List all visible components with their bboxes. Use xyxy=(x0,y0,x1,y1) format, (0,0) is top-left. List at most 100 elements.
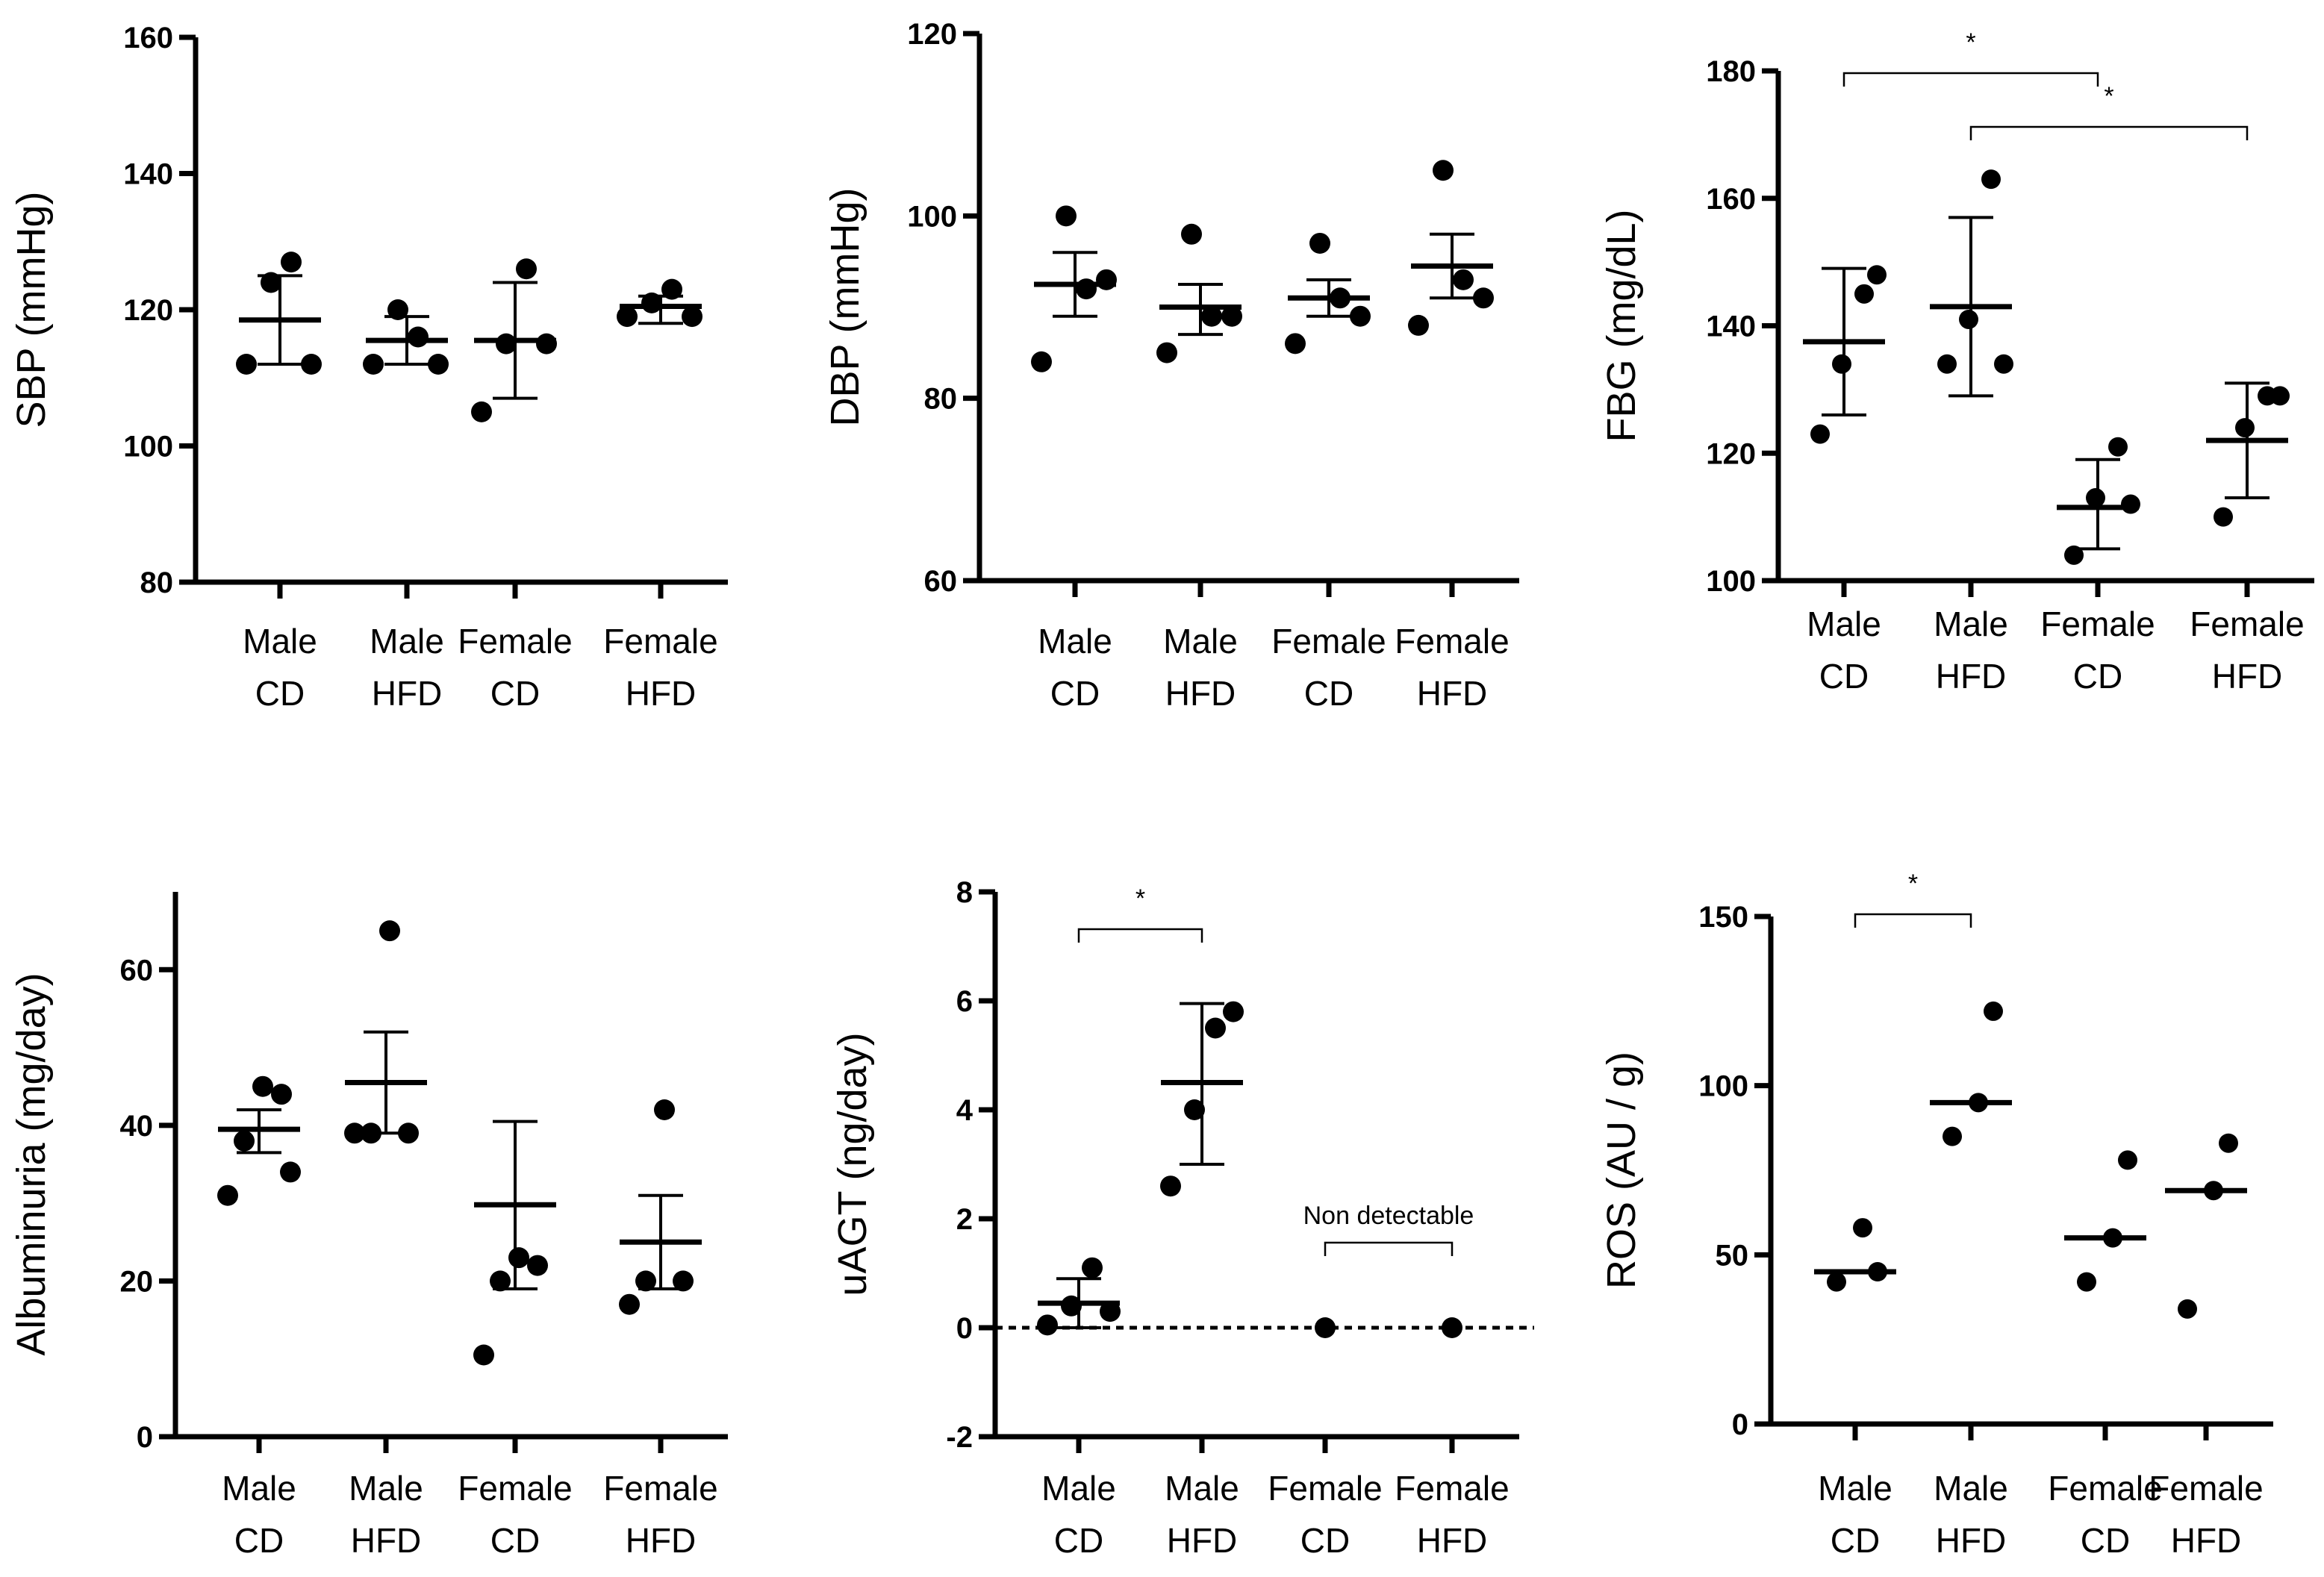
y-axis-title: FBG (mg/dL) xyxy=(1599,209,1644,442)
x-category-label: Female xyxy=(2190,605,2304,643)
data-point xyxy=(280,1161,301,1183)
data-point xyxy=(1056,205,1077,227)
x-category-label: HFD xyxy=(626,674,697,713)
data-point xyxy=(2178,1299,2197,1319)
data-point xyxy=(1156,342,1177,363)
data-point xyxy=(1061,1295,1082,1317)
y-tick-label: 0 xyxy=(137,1421,153,1454)
x-category-label: HFD xyxy=(1936,657,2007,696)
data-point xyxy=(261,272,281,293)
x-category-label: CD xyxy=(2081,1521,2130,1560)
data-point xyxy=(301,354,322,375)
chart-panel-2: 60 80 100 120 DBP (mmHg) Male CD Male HFD Female C… xyxy=(823,18,1519,713)
y-tick-label: 60 xyxy=(120,954,154,987)
y-tick-label: 6 xyxy=(956,985,973,1018)
chart-panel-4: 0 20 40 60 Albuminuria (mg/day) Male CD Male HFD… xyxy=(9,892,728,1560)
data-point xyxy=(1981,169,2001,190)
y-tick-label: 120 xyxy=(907,18,957,51)
x-category-label: Female xyxy=(2040,605,2155,643)
data-point xyxy=(1994,354,2013,374)
data-point xyxy=(2086,488,2105,508)
x-category-label: CD xyxy=(1304,674,1353,713)
y-axis-title: Albuminuria (mg/day) xyxy=(9,972,54,1355)
data-point xyxy=(2270,386,2290,406)
y-tick-label: 100 xyxy=(1698,1070,1748,1103)
x-category-label: CD xyxy=(1831,1521,1880,1560)
y-tick-label: 120 xyxy=(1706,437,1756,470)
data-point xyxy=(496,333,517,355)
data-point xyxy=(1433,160,1454,181)
x-category-label: CD xyxy=(490,674,540,713)
data-point xyxy=(516,258,537,280)
data-point xyxy=(1160,1175,1181,1197)
y-tick-label: 80 xyxy=(140,566,174,599)
data-point xyxy=(2118,1150,2137,1170)
y-axis-title: ROS (AU / g) xyxy=(1599,1052,1644,1289)
x-category-label: HFD xyxy=(1936,1521,2007,1560)
data-point xyxy=(2108,437,2128,457)
y-tick-label: 150 xyxy=(1698,901,1748,934)
x-category-label: HFD xyxy=(1417,1521,1488,1560)
x-category-label: Male xyxy=(1807,605,1881,643)
data-point xyxy=(1827,1272,1846,1292)
chart-panel-5: -2 0 2 4 6 8 uAGT (ng/day) Male CD Male HFD Female C… xyxy=(830,876,1534,1560)
data-point xyxy=(473,1344,494,1366)
y-tick-label: 120 xyxy=(123,294,173,327)
data-point xyxy=(1184,1099,1205,1120)
data-point xyxy=(471,401,492,422)
y-tick-label: 80 xyxy=(924,383,958,416)
y-tick-label: 180 xyxy=(1706,55,1756,88)
data-point xyxy=(408,326,429,348)
data-point xyxy=(379,920,400,942)
y-tick-label: 140 xyxy=(123,158,173,191)
data-point xyxy=(654,1099,675,1120)
data-point xyxy=(1810,424,1830,444)
y-axis-title: SBP (mmHg) xyxy=(9,191,54,428)
data-point xyxy=(1309,232,1330,254)
data-point xyxy=(1937,354,1957,374)
data-point xyxy=(536,333,557,355)
data-point xyxy=(217,1184,238,1206)
data-point xyxy=(1330,287,1351,309)
data-point xyxy=(1453,269,1474,290)
x-category-label: CD xyxy=(255,674,305,713)
y-tick-label: 0 xyxy=(1732,1408,1748,1441)
significance-bracket xyxy=(1854,913,1972,928)
data-point xyxy=(2204,1181,2223,1201)
data-point xyxy=(344,1122,365,1144)
significance-star: * xyxy=(1135,884,1145,913)
data-point xyxy=(1031,351,1052,372)
x-category-label: Female xyxy=(2048,1469,2162,1508)
data-point xyxy=(641,292,662,313)
y-tick-label: -2 xyxy=(946,1421,973,1454)
data-point xyxy=(2214,507,2233,527)
data-point xyxy=(1943,1126,1962,1146)
data-point xyxy=(234,1130,255,1152)
y-tick-label: 100 xyxy=(907,200,957,233)
x-category-label: Male xyxy=(1934,1469,2008,1508)
x-category-label: CD xyxy=(490,1521,540,1560)
significance-bracket xyxy=(1077,928,1203,943)
data-point xyxy=(252,1075,273,1097)
x-category-label: HFD xyxy=(1165,674,1236,713)
data-point xyxy=(428,354,449,375)
data-point xyxy=(1223,1001,1244,1022)
data-point xyxy=(1868,1262,1887,1281)
data-point xyxy=(1181,223,1202,245)
data-point xyxy=(661,278,682,300)
data-point xyxy=(2064,545,2084,565)
data-point xyxy=(1037,1314,1058,1336)
x-category-label: Female xyxy=(1395,622,1509,661)
x-category-label: Male xyxy=(1934,605,2008,643)
x-category-label: HFD xyxy=(2212,657,2283,696)
data-point xyxy=(387,299,408,320)
data-point xyxy=(1315,1317,1336,1338)
y-tick-label: 4 xyxy=(956,1094,973,1127)
x-category-label: CD xyxy=(2073,657,2122,696)
x-category-label: Female xyxy=(458,1469,572,1508)
data-point xyxy=(236,354,257,375)
y-tick-label: 100 xyxy=(1706,565,1756,598)
data-point xyxy=(1076,278,1097,300)
